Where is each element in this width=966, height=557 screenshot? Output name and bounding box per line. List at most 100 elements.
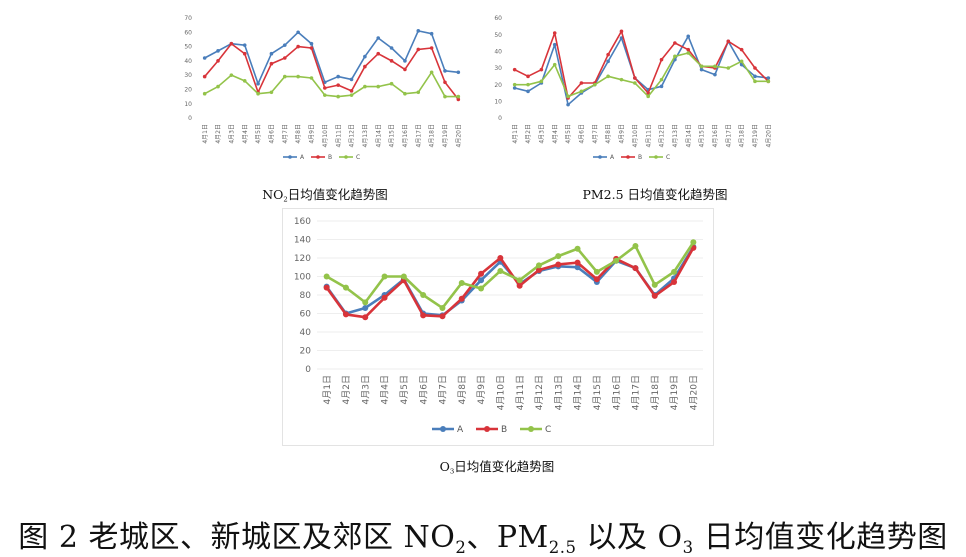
pm25-chart-caption: PM2.5 日均值变化趋势图 — [582, 187, 728, 202]
no2-series-a-point — [269, 51, 274, 56]
o3-x-tick-label: 4月9日 — [476, 375, 487, 404]
no2-y-tick-label: 40 — [184, 58, 192, 65]
pm25-series-c-point — [539, 79, 544, 84]
pm25-series-c-point — [646, 94, 650, 99]
o3-x-tick-label: 4月19日 — [669, 375, 680, 410]
pm25-series-a-point — [766, 76, 771, 80]
no2-series-c-point — [429, 70, 434, 75]
figure-caption-part4: 日均值变化趋势图 — [693, 520, 948, 555]
o3-y-tick-label: 140 — [294, 236, 311, 246]
pm25-legend-marker-b — [626, 155, 630, 159]
no2-series-c-point — [309, 76, 314, 80]
no2-y-tick-label: 20 — [184, 87, 192, 94]
no2-y-tick-label: 50 — [184, 44, 192, 51]
o3-series-b-point — [535, 267, 542, 274]
pm25-series-c-point — [566, 94, 570, 99]
o3-series-b-point — [516, 282, 523, 289]
o3-series-c-point — [613, 257, 620, 264]
pm25-series-b-point — [512, 67, 517, 72]
o3-y-tick-label: 0 — [305, 365, 311, 375]
pm25-series-a-line — [514, 35, 769, 106]
no2-y-tick-label: 30 — [184, 72, 192, 79]
o3-x-tick-label: 4月20日 — [689, 375, 700, 410]
o3-series-b-point — [671, 279, 678, 286]
no2-series-c-point — [336, 94, 340, 99]
pm25-series-a-point — [753, 74, 757, 79]
no2-series-c-point — [416, 90, 421, 95]
o3-legend-marker-c — [528, 426, 534, 432]
no2-chart-svg: 0 10 20 30 40 50 60 70 4月1日 4月2日 4月3日 4月4日 4月5日 4月6日 4… — [184, 15, 462, 161]
pm25-series-b-point — [753, 66, 757, 70]
no2-series-b-point — [229, 41, 234, 46]
pm25-x-tick-label: 4月9日 — [619, 124, 626, 144]
no2-series-c-point — [363, 84, 367, 89]
pm25-x-tick-label: 4月2日 — [525, 124, 532, 144]
o3-x-tick-label: 4月6日 — [418, 375, 429, 404]
no2-x-tick-label: 4月4日 — [242, 124, 249, 144]
o3-series-c-point — [458, 279, 465, 286]
pm25-series-b-point — [646, 91, 650, 95]
o3-series-c-point — [593, 268, 600, 275]
pm25-y-tick-label: 10 — [494, 98, 502, 105]
o3-series-c-line — [326, 241, 695, 310]
pm25-series-c-point — [552, 62, 557, 67]
no2-series-b-point — [443, 80, 447, 85]
no2-series-c-point — [389, 81, 394, 86]
pm25-series-b-point — [606, 52, 610, 57]
pm25-series-a-point — [686, 34, 691, 39]
no2-series-b-point — [336, 83, 340, 87]
o3-x-tick-label: 4月12日 — [534, 375, 545, 410]
o3-series-b-point — [555, 261, 562, 268]
no2-series-a-point — [376, 36, 381, 40]
pm25-x-tick-label: 4月5日 — [565, 124, 572, 144]
no2-series-a-point — [456, 70, 461, 75]
no2-x-tick-label: 4月10日 — [322, 124, 329, 147]
o3-series-b-point — [439, 313, 446, 320]
pm25-legend-marker-c — [654, 155, 658, 159]
pm25-y-tick-label: 20 — [494, 82, 502, 89]
pm25-legend-label-a: A — [610, 154, 615, 161]
no2-legend-label-c: C — [356, 154, 360, 161]
pm25-series-c-point — [713, 64, 717, 69]
no2-series-c-point — [296, 74, 300, 79]
pm25-y-tick-label: 30 — [494, 65, 502, 72]
pm25-series-a-point — [526, 89, 530, 94]
pm25-series-c-point — [699, 64, 704, 69]
no2-series-b-point — [429, 46, 434, 50]
pm25-chart-svg: 0 10 20 30 40 50 60 4月1日 4月2日 4月3日 4月4日 4月5日 4月6日 4月7… — [494, 15, 772, 161]
pm25-series-b-point — [673, 41, 677, 45]
no2-x-tick-label: 4月14日 — [375, 124, 382, 147]
pm25-x-tick-label: 4月11日 — [645, 124, 652, 147]
no2-series-c-point — [349, 93, 354, 97]
o3-x-tick-label: 4月15日 — [592, 375, 603, 410]
o3-y-tick-label: 60 — [300, 310, 312, 320]
pm25-series-a-point — [659, 84, 664, 89]
no2-series-b-point — [456, 97, 461, 102]
no2-series-c-point — [403, 91, 407, 96]
no2-series-b-point — [269, 61, 274, 66]
o3-x-tick-label: 4月13日 — [553, 375, 564, 410]
o3-legend-label-a: A — [457, 425, 464, 435]
pm25-series-c-point — [512, 82, 517, 87]
o3-chart: 0 20 40 60 80 100 120 140 160 4月1日 4月2日 4月3日 4月4日 4月5… — [282, 208, 714, 446]
o3-series-b-point — [478, 270, 485, 277]
no2-x-tick-label: 4月19日 — [442, 124, 449, 147]
o3-x-tick-label: 4月4日 — [380, 375, 391, 404]
no2-series-b-point — [349, 89, 354, 93]
o3-series-a-point — [574, 264, 581, 271]
pm25-x-tick-label: 4月3日 — [538, 124, 545, 144]
o3-series-c-point — [535, 262, 542, 269]
no2-y-tick-label: 0 — [188, 115, 192, 122]
pm25-y-tick-label: 50 — [494, 32, 502, 39]
no2-series-a-line — [204, 30, 459, 85]
o3-series-c-point — [439, 304, 446, 311]
no2-x-tick-label: 4月11日 — [335, 124, 342, 147]
no2-series-c-line — [204, 71, 459, 98]
pm25-series-c-line — [514, 52, 769, 98]
pm25-series-b-line — [514, 30, 769, 99]
o3-legend-label-b: B — [501, 425, 507, 435]
no2-series-b-point — [216, 59, 220, 63]
pm25-series-a-point — [606, 59, 610, 64]
no2-caption-pre: NO — [262, 187, 284, 202]
o3-y-tick-label: 40 — [300, 328, 312, 338]
